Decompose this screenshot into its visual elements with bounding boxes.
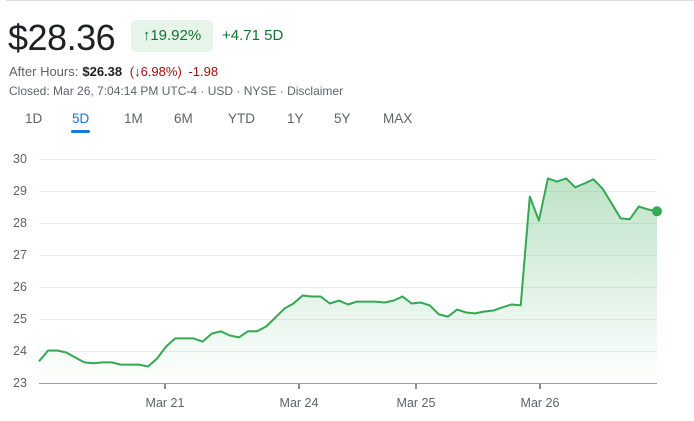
after-hours-percent: 6.98% — [140, 64, 178, 79]
y-tick-label: 27 — [13, 248, 27, 262]
after-hours-percent-group: (↓6.98%) — [129, 64, 182, 79]
tab-ytd[interactable]: YTD — [228, 111, 255, 126]
change-percent-badge: ↑19.92% — [131, 20, 213, 52]
y-tick-label: 25 — [13, 312, 27, 326]
y-tick-label: 26 — [13, 280, 27, 294]
y-tick-label: 23 — [13, 376, 27, 390]
tab-5y[interactable]: 5Y — [334, 111, 351, 126]
arrow-up-icon: ↑ — [142, 27, 151, 44]
x-tick-label: Mar 24 — [279, 396, 319, 410]
x-tick-label: Mar 25 — [396, 396, 436, 410]
tab-1y[interactable]: 1Y — [287, 111, 304, 126]
x-tick-label: Mar 21 — [145, 396, 185, 410]
arrow-down-icon: ↓ — [134, 64, 141, 79]
price-line — [38, 177, 658, 368]
y-tick-label: 30 — [13, 152, 27, 166]
tab-1m[interactable]: 1M — [124, 111, 143, 126]
y-tick-label: 29 — [13, 184, 27, 198]
tab-1d[interactable]: 1D — [25, 111, 43, 126]
y-tick-label: 28 — [13, 216, 27, 230]
tab-max[interactable]: MAX — [383, 111, 413, 126]
after-hours-price: $26.38 — [82, 64, 123, 79]
price-area-fill — [39, 178, 657, 384]
after-hours-label: After Hours: — [9, 64, 79, 79]
tab-6m[interactable]: 6M — [174, 111, 193, 126]
current-price: $28.36 — [8, 17, 116, 58]
change-absolute: +4.71 5D — [222, 20, 283, 52]
after-hours-change: -1.98 — [188, 64, 219, 79]
change-percent: 19.92% — [150, 27, 202, 44]
market-status[interactable]: Closed: Mar 26, 7:04:14 PM UTC-4 · USD ·… — [9, 84, 344, 98]
x-ticks — [164, 384, 541, 389]
tab-5d[interactable]: 5D — [70, 111, 91, 133]
last-price-dot — [652, 206, 662, 217]
change-period: 5D — [264, 27, 284, 44]
x-tick-label: Mar 26 — [520, 396, 560, 410]
after-hours: After Hours: $26.38 (↓6.98%) -1.98 — [9, 63, 218, 81]
change-abs-value: +4.71 — [222, 27, 260, 44]
top-divider — [6, 0, 694, 1]
y-tick-label: 24 — [13, 344, 27, 358]
